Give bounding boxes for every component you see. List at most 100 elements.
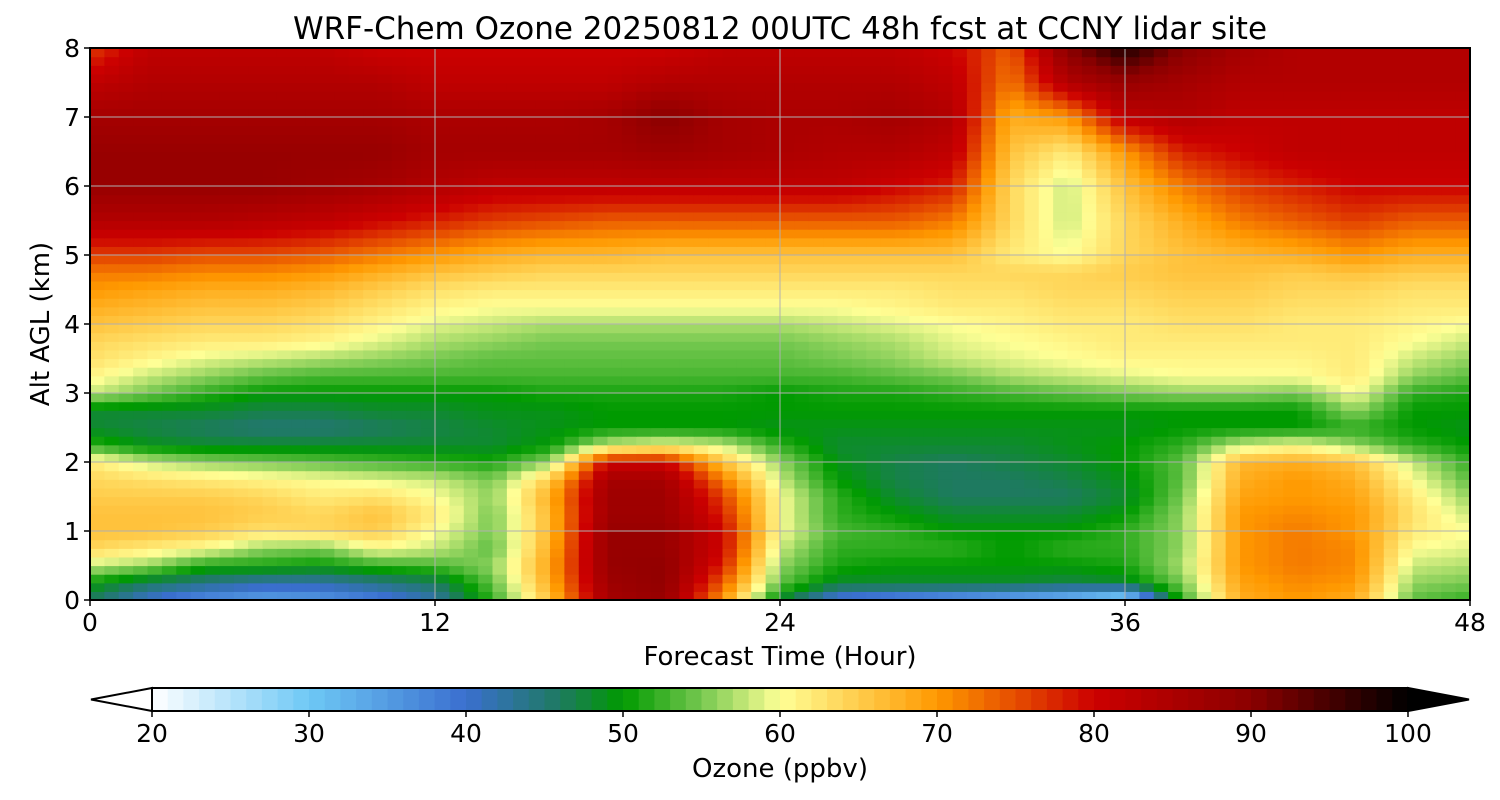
heatmap-cell	[636, 418, 652, 429]
heatmap-cell	[147, 203, 163, 213]
heatmap-cell	[1268, 513, 1284, 523]
heatmap-cell	[808, 160, 824, 170]
heatmap-cell	[276, 522, 292, 532]
heatmap-cell	[736, 565, 752, 575]
heatmap-cell	[1268, 349, 1284, 360]
heatmap-cell	[248, 375, 264, 385]
heatmap-cell	[1096, 418, 1112, 429]
heatmap-cell	[1455, 341, 1471, 351]
heatmap-cell	[219, 487, 235, 498]
heatmap-cell	[521, 263, 537, 273]
heatmap-cell	[866, 255, 882, 265]
heatmap-cell	[435, 384, 450, 394]
heatmap-cell	[248, 220, 264, 230]
heatmap-cell	[1153, 375, 1169, 385]
heatmap-cell	[348, 444, 364, 454]
heatmap-cell	[535, 582, 551, 592]
heatmap-cell	[823, 513, 839, 523]
heatmap-cell	[952, 384, 968, 394]
heatmap-cell	[981, 418, 997, 429]
heatmap-cell	[1254, 358, 1270, 368]
heatmap-cell	[521, 298, 537, 308]
heatmap-cell	[679, 220, 695, 230]
heatmap-cell	[248, 315, 264, 325]
heatmap-cell	[1110, 341, 1126, 351]
heatmap-cell	[808, 470, 824, 480]
heatmap-cell	[751, 280, 767, 291]
heatmap-cell	[808, 531, 824, 541]
heatmap-cell	[205, 332, 220, 342]
heatmap-cell	[1355, 280, 1370, 291]
heatmap-cell	[492, 393, 508, 403]
heatmap-cell	[478, 565, 494, 575]
heatmap-cell	[1398, 168, 1414, 178]
heatmap-cell	[276, 582, 292, 592]
heatmap-cell	[837, 393, 853, 403]
heatmap-cell	[722, 470, 738, 480]
heatmap-cell	[693, 574, 709, 584]
heatmap-cell	[305, 531, 321, 541]
heatmap-cell	[938, 522, 954, 532]
heatmap-cell	[995, 436, 1011, 446]
heatmap-cell	[1240, 160, 1255, 170]
heatmap-cell	[650, 470, 666, 480]
heatmap-cell	[420, 479, 436, 489]
heatmap-cell	[952, 186, 968, 196]
heatmap-cell	[1455, 298, 1471, 308]
heatmap-cell	[1268, 462, 1284, 472]
heatmap-cell	[118, 427, 134, 437]
heatmap-cell	[1254, 324, 1270, 334]
heatmap-cell	[147, 367, 163, 377]
heatmap-cell	[1053, 436, 1069, 446]
heatmap-cell	[1455, 375, 1471, 385]
heatmap-cell	[607, 582, 623, 592]
heatmap-cell	[650, 479, 666, 489]
heatmap-cell	[851, 574, 867, 584]
heatmap-cell	[708, 160, 724, 170]
heatmap-cell	[391, 229, 407, 239]
heatmap-cell	[1355, 246, 1370, 256]
heatmap-cell	[1268, 186, 1284, 196]
heatmap-cell	[219, 375, 235, 385]
heatmap-cell	[1268, 548, 1284, 558]
heatmap-cell	[90, 582, 105, 592]
heatmap-cell	[161, 289, 177, 299]
heatmap-cell	[1110, 418, 1126, 429]
heatmap-cell	[449, 548, 465, 558]
heatmap-cell	[780, 160, 795, 170]
heatmap-cell	[1211, 479, 1227, 489]
heatmap-cell	[1355, 418, 1370, 429]
heatmap-cell	[1153, 349, 1169, 360]
heatmap-cell	[521, 539, 537, 549]
heatmap-cell	[794, 263, 810, 273]
heatmap-cell	[478, 548, 494, 558]
heatmap-cell	[133, 211, 149, 222]
heatmap-cell	[1455, 246, 1471, 256]
heatmap-cell	[1441, 220, 1457, 230]
heatmap-cell	[1340, 470, 1356, 480]
heatmap-cell	[607, 298, 623, 308]
heatmap-cell	[1067, 324, 1083, 334]
heatmap-cell	[938, 272, 954, 282]
heatmap-cell	[1168, 332, 1184, 342]
heatmap-cell	[665, 444, 680, 454]
heatmap-cell	[1010, 410, 1025, 420]
heatmap-cell	[233, 556, 249, 567]
heatmap-cell	[463, 358, 479, 368]
heatmap-cell	[837, 410, 853, 420]
heatmap-cell	[291, 548, 307, 558]
heatmap-cell	[420, 280, 436, 291]
heatmap-cell	[1355, 160, 1370, 170]
heatmap-cell	[205, 462, 220, 472]
heatmap-cell	[1225, 349, 1241, 360]
heatmap-cell	[377, 177, 393, 187]
heatmap-cell	[1240, 349, 1255, 360]
heatmap-cell	[449, 186, 465, 196]
heatmap-cell	[550, 203, 565, 213]
heatmap-cell	[1096, 556, 1112, 567]
heatmap-cell	[722, 401, 738, 411]
heatmap-cell	[176, 324, 192, 334]
heatmap-cell	[1254, 237, 1270, 247]
heatmap-cell	[104, 487, 120, 498]
heatmap-cell	[1168, 341, 1184, 351]
